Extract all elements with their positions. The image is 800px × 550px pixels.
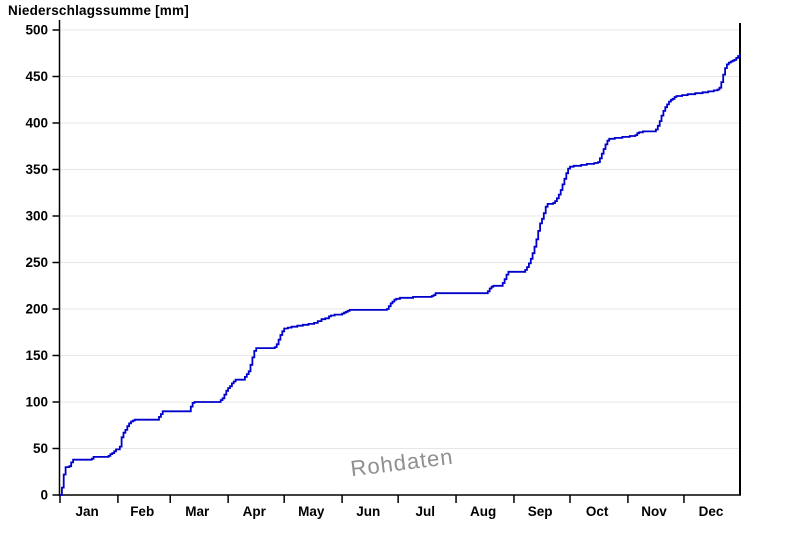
y-tick-label-100: 100 [25,395,48,410]
y-tick-label-200: 200 [25,302,48,317]
y-tick-label-250: 250 [25,255,48,270]
x-tick-label-Aug: Aug [470,504,496,519]
y-tick-label-0: 0 [40,488,48,503]
y-tick-label-150: 150 [25,348,48,363]
y-tick-label-50: 50 [33,441,48,456]
x-tick-label-Jul: Jul [415,504,435,519]
x-tick-label-Sep: Sep [528,504,553,519]
y-tick-label-400: 400 [25,116,48,131]
x-tick-label-Nov: Nov [641,504,667,519]
y-tick-label-300: 300 [25,209,48,224]
x-tick-label-Apr: Apr [243,504,267,519]
x-tick-label-Dec: Dec [699,504,724,519]
data-line-niederschlagssumme [60,54,741,496]
y-tick-label-450: 450 [25,69,48,84]
x-tick-label-Oct: Oct [586,504,609,519]
chart-title: Niederschlagssumme [mm] [8,3,189,18]
x-tick-label-Jun: Jun [356,504,380,519]
y-tick-label-500: 500 [25,23,48,38]
x-tick-label-Jan: Jan [75,504,98,519]
x-tick-label-May: May [298,504,325,519]
y-tick-label-350: 350 [25,162,48,177]
x-tick-label-Mar: Mar [185,504,210,519]
x-tick-label-Feb: Feb [130,504,154,519]
